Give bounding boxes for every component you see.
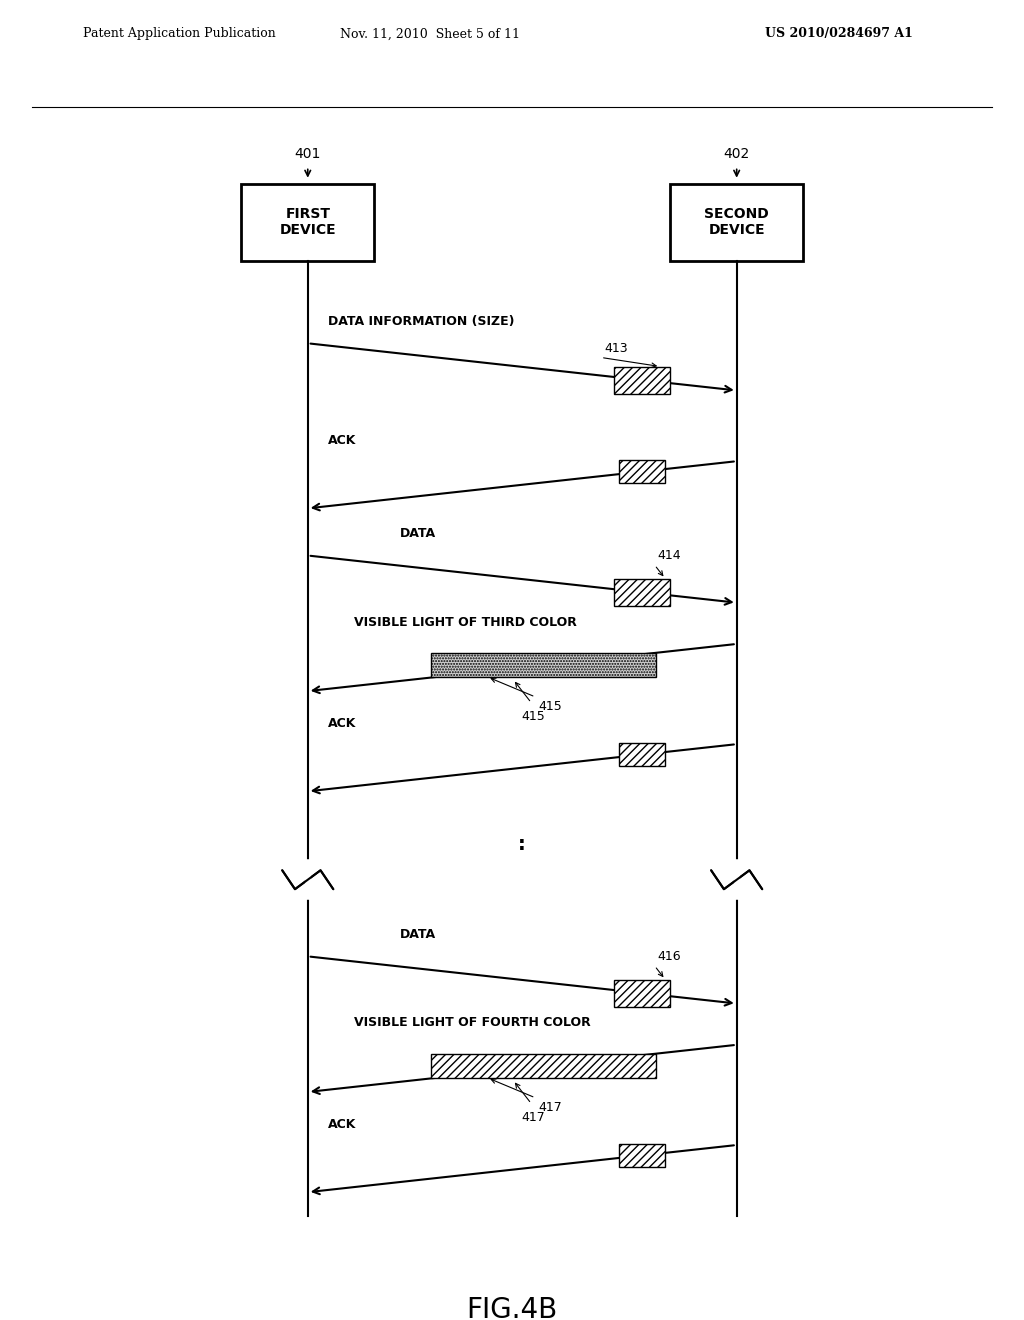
Text: DATA: DATA [399,928,436,941]
Bar [431,1055,656,1078]
Text: SECOND
DEVICE: SECOND DEVICE [705,207,769,238]
Bar [620,743,666,767]
Text: FIRST
DEVICE: FIRST DEVICE [280,207,336,238]
Text: :: : [518,834,526,854]
Text: VISIBLE LIGHT OF THIRD COLOR: VISIBLE LIGHT OF THIRD COLOR [353,615,577,628]
Text: 402: 402 [724,147,750,161]
Text: 413: 413 [604,342,628,355]
Text: 401: 401 [295,147,321,161]
Text: 417: 417 [539,1101,562,1114]
Text: 417: 417 [521,1111,546,1123]
Bar [242,183,374,261]
Bar [614,578,671,606]
Bar [431,653,656,677]
Text: 415: 415 [521,710,546,723]
Text: 414: 414 [657,549,681,562]
Text: ACK: ACK [328,717,356,730]
Bar [671,183,803,261]
Text: US 2010/0284697 A1: US 2010/0284697 A1 [765,28,912,41]
Text: Patent Application Publication: Patent Application Publication [83,28,275,41]
Text: 415: 415 [539,700,562,713]
Text: ACK: ACK [328,1118,356,1131]
Text: Nov. 11, 2010  Sheet 5 of 11: Nov. 11, 2010 Sheet 5 of 11 [340,28,520,41]
Text: 416: 416 [657,950,681,962]
Bar [614,367,671,393]
Bar [620,459,666,483]
Bar [620,1143,666,1167]
Text: ACK: ACK [328,434,356,447]
Text: DATA: DATA [399,527,436,540]
Text: FIG.4B: FIG.4B [466,1296,558,1320]
Bar [614,979,671,1007]
Text: DATA INFORMATION (SIZE): DATA INFORMATION (SIZE) [328,315,515,327]
Text: VISIBLE LIGHT OF FOURTH COLOR: VISIBLE LIGHT OF FOURTH COLOR [353,1016,591,1030]
